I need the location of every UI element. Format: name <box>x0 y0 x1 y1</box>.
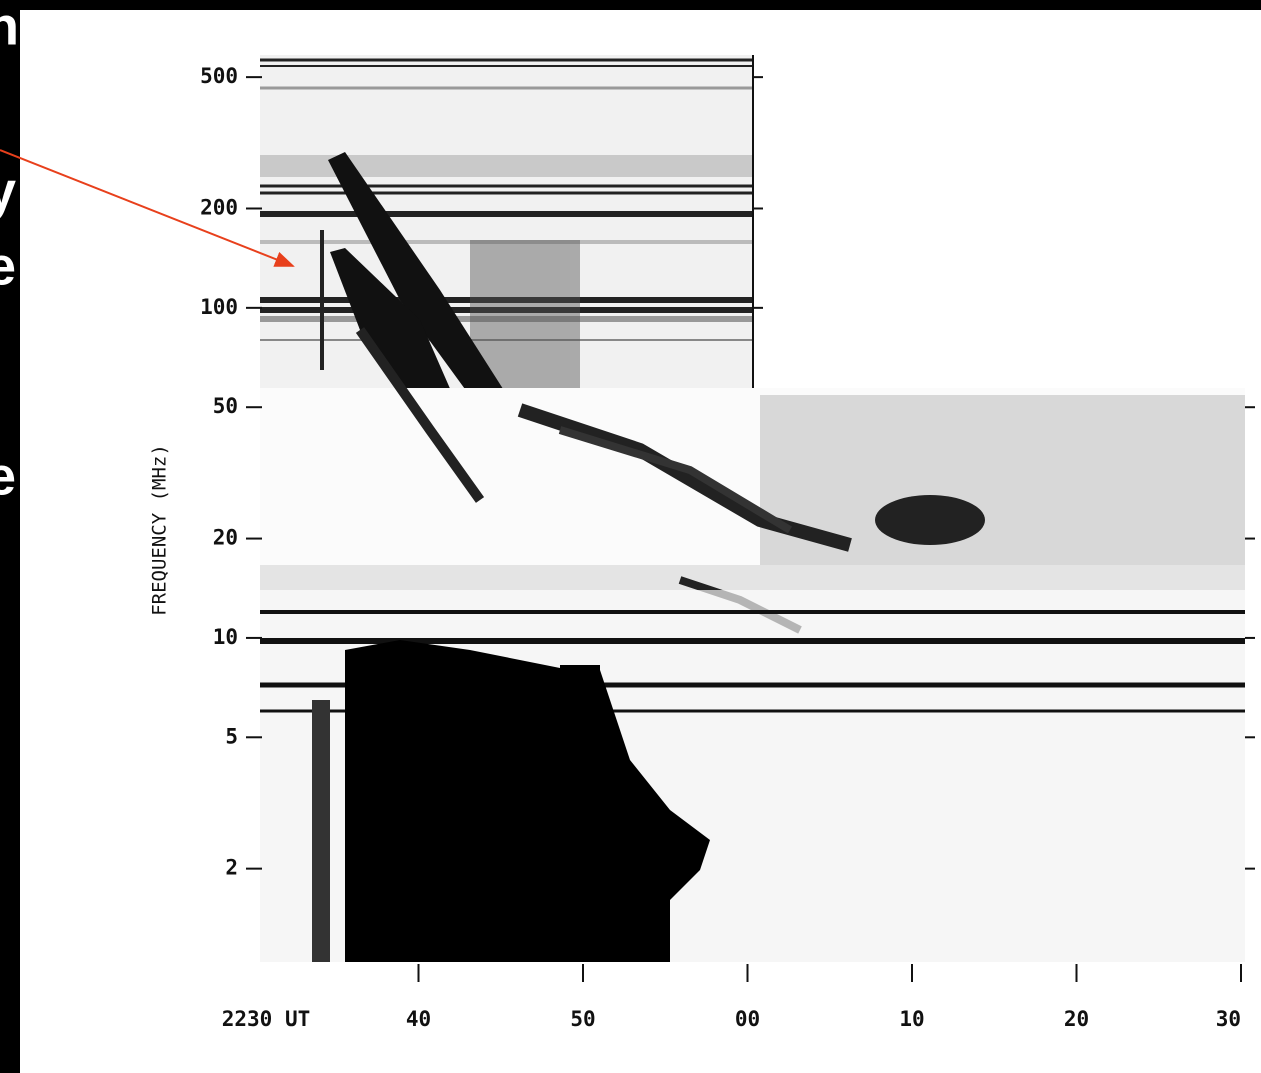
lower-spectrum <box>260 327 1245 962</box>
x-tick-label: 20 <box>1064 1007 1089 1031</box>
x-tick-label: 00 <box>735 1007 760 1031</box>
y-tick-label: 50 <box>213 394 238 418</box>
top-bar <box>0 0 1261 10</box>
y-tick-label: 5 <box>225 724 238 748</box>
upper-spectrum <box>260 55 753 425</box>
x-tick-label: 30 <box>1216 1007 1241 1031</box>
side-text-group: nlyeel <box>0 0 19 571</box>
side-text: e <box>0 446 16 506</box>
y-tick-label: 2 <box>225 856 238 880</box>
x-tick-label: 2230 UT <box>222 1007 311 1031</box>
side-text: l <box>0 511 1 571</box>
y-tick-label: 10 <box>213 625 238 649</box>
y-tick-label: 200 <box>200 195 238 219</box>
x-tick-label: 50 <box>570 1007 595 1031</box>
side-text: y <box>0 161 16 221</box>
side-text: e <box>0 236 16 296</box>
y-tick-label: 20 <box>213 526 238 550</box>
y-tick-label: 500 <box>200 64 238 88</box>
annotation-arrow <box>0 149 295 267</box>
side-text: n <box>0 0 19 56</box>
y-axis-label: FREQUENCY (MHz) <box>149 444 171 616</box>
x-tick-label: 40 <box>406 1007 431 1031</box>
side-text: l <box>0 66 1 126</box>
y-tick-label: 100 <box>200 295 238 319</box>
side-bar <box>0 0 20 1073</box>
x-tick-label: 10 <box>899 1007 924 1031</box>
